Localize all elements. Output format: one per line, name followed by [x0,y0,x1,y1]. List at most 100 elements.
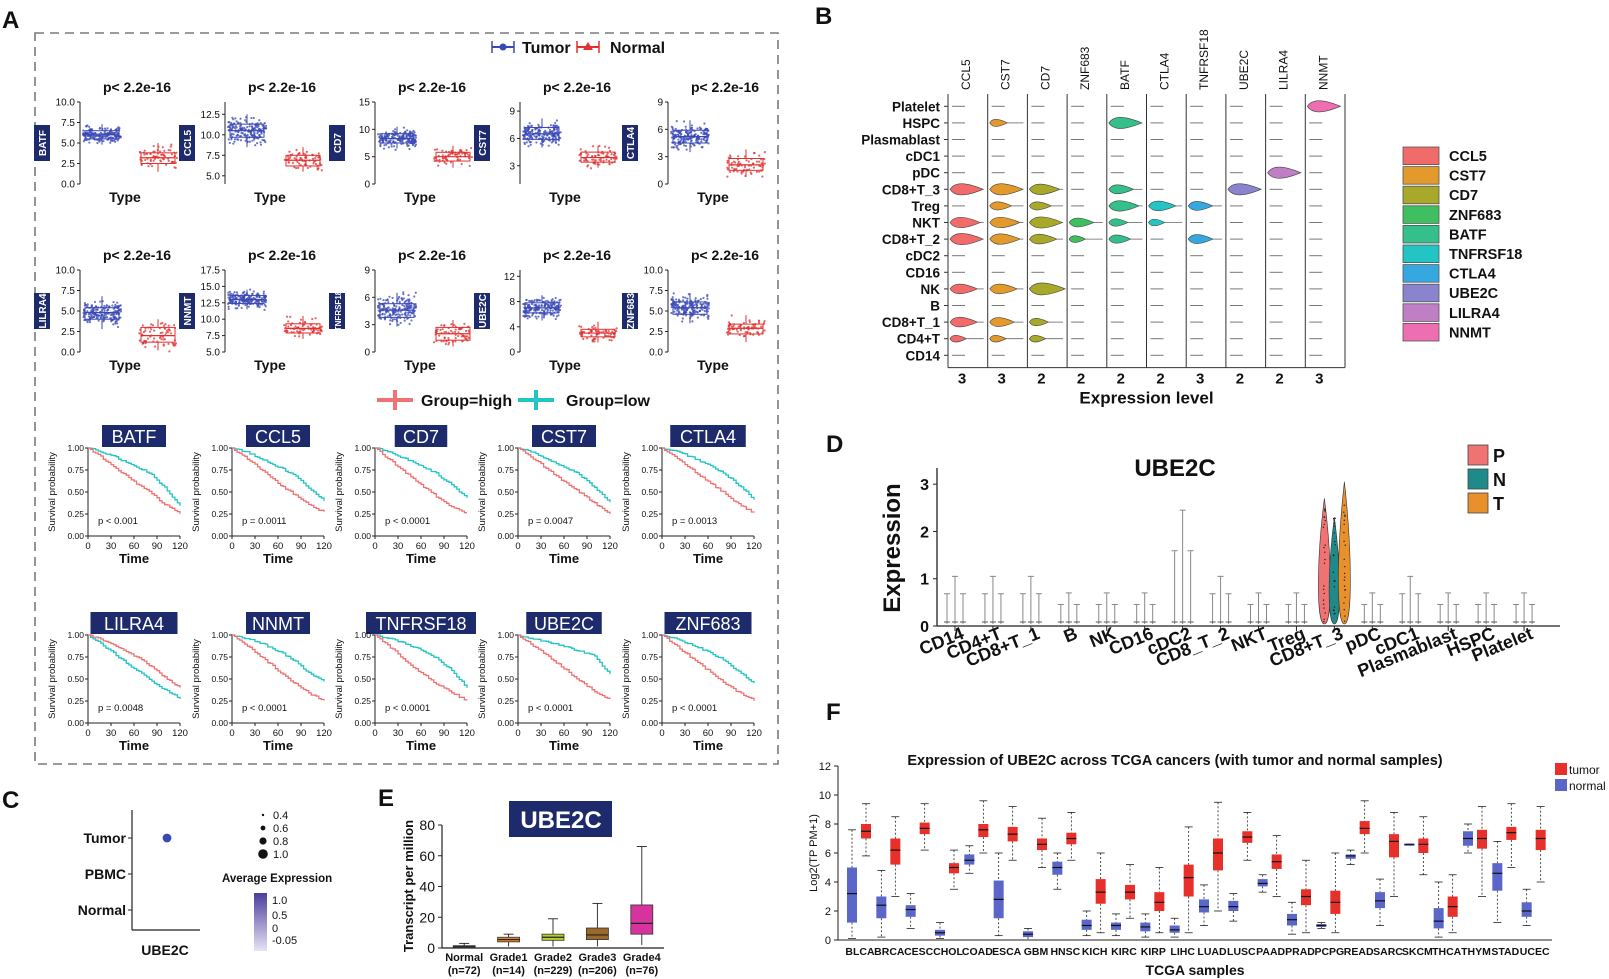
gene-column-label: ZNF683 [1078,46,1092,90]
data-point [109,314,113,317]
data-point [736,330,739,333]
data-point [684,125,687,128]
box-Grade3 [586,927,609,940]
y-tick-label: 7.5 [649,286,663,297]
violin-LILRA4 [1267,166,1302,179]
data-point [249,288,252,291]
data-point [702,130,705,133]
data-point [414,134,417,137]
data-point [677,148,680,151]
dot-point [162,833,172,843]
x-tick-label: LUSC [1227,946,1256,958]
x-tick-label: CD8+T_3 [1266,623,1345,671]
x-tick-label: 120 [172,541,188,552]
data-point [256,142,259,145]
x-tick-label: 60 [703,541,714,552]
data-point [523,141,526,144]
data-point [522,137,525,140]
data-point [691,302,694,305]
data-point [296,160,299,164]
data-point [408,299,411,302]
data-point [739,329,742,332]
data-point [382,147,386,150]
data-point [470,146,473,150]
data-point [542,296,545,299]
data-point [529,308,532,312]
x-axis-label: Time [693,551,723,566]
data-point [554,141,558,145]
x-tick-label: 0 [659,541,664,552]
data-point [688,302,692,305]
box-tumor-SKCM [1418,838,1429,853]
data-point [433,148,437,151]
data-point [234,300,238,304]
x-tick-label: Grade3 [578,952,616,964]
data-point [559,304,562,307]
data-point [379,317,383,320]
data-point [94,308,97,311]
data-point [264,124,268,127]
data-point [377,298,380,301]
data-point [414,136,418,139]
cell-type-label: HSPC [902,116,940,131]
data-point [149,158,152,161]
data-point [234,307,237,310]
data-point [582,330,586,334]
p-value-label: p = 0.0048 [98,703,143,714]
data-point [163,149,166,152]
data-point [552,124,555,127]
box-normal-LUSC [1228,900,1239,911]
data-point [464,329,468,333]
x-tick-label: 60 [129,728,140,739]
violin-BATF [1108,116,1143,129]
box-tumor-KICH [1095,879,1106,904]
violin-point [1343,620,1346,622]
data-point [744,331,747,334]
x-tick-label: 0 [515,728,520,739]
data-point [690,133,693,137]
data-point [114,322,117,325]
gene-label-box [34,125,50,161]
legend-swatch [1402,322,1440,342]
data-point [104,316,107,319]
data-point [410,306,413,309]
legend-swatch [1402,146,1440,166]
data-point [317,167,320,170]
gene-column-label: TNFRSF18 [1197,29,1211,90]
data-point [734,161,737,164]
data-point [411,131,414,134]
data-point [760,162,763,165]
data-point [458,158,462,161]
data-point [451,152,454,155]
violin-point [1333,525,1336,527]
gene-label: ZNF683 [626,293,637,330]
data-point [548,136,551,139]
data-point [758,160,761,163]
violin-point [1333,613,1335,615]
data-point [438,158,441,162]
cell-type-label: CD14 [905,348,940,363]
data-point [552,135,556,138]
data-point [115,319,119,322]
data-point [444,157,448,161]
panel-b-violins: CCL5 3 CST7 3 CD7 2 ZNF683 2 BATF 2 CTLA4 2 TNFRSF18… [861,29,1522,408]
data-point [458,150,462,153]
x-tick-label: 120 [459,541,475,552]
data-point [119,310,123,313]
survival-curve-low [88,447,181,506]
data-point [581,330,584,333]
data-point [439,328,442,331]
data-point [592,337,596,340]
data-point [169,149,172,152]
violin-point [1333,532,1336,534]
p-value-label: p < 0.0001 [385,516,430,527]
data-point [671,128,674,131]
data-point [317,156,320,159]
survival-curve-low [375,447,468,498]
violin-point [1343,558,1345,561]
violin-point [1324,544,1326,546]
data-point [143,149,146,152]
x-tick-label: 60 [416,541,427,552]
data-point [745,159,748,162]
